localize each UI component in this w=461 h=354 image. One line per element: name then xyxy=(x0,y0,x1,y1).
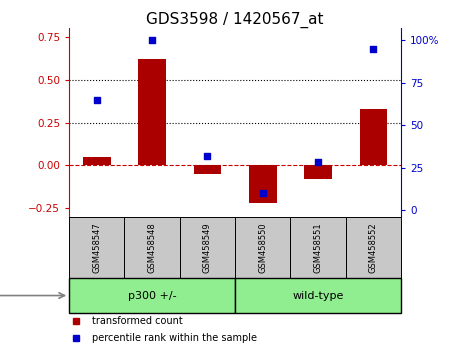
Text: percentile rank within the sample: percentile rank within the sample xyxy=(92,333,257,343)
Bar xyxy=(83,157,111,165)
Text: GSM458550: GSM458550 xyxy=(258,222,267,273)
Point xyxy=(93,97,100,102)
Text: GSM458547: GSM458547 xyxy=(92,222,101,273)
Bar xyxy=(304,165,332,179)
Title: GDS3598 / 1420567_at: GDS3598 / 1420567_at xyxy=(146,12,324,28)
Bar xyxy=(360,109,387,165)
Bar xyxy=(346,217,401,278)
Bar xyxy=(69,217,124,278)
Bar xyxy=(249,165,277,203)
Bar xyxy=(124,217,180,278)
Bar xyxy=(235,278,401,313)
Bar xyxy=(69,278,235,313)
Point xyxy=(148,38,156,43)
Point xyxy=(370,46,377,52)
Text: GSM458551: GSM458551 xyxy=(313,222,323,273)
Text: GSM458552: GSM458552 xyxy=(369,222,378,273)
Text: transformed count: transformed count xyxy=(92,316,183,326)
Bar xyxy=(138,59,166,165)
Point xyxy=(314,160,322,165)
Text: GSM458549: GSM458549 xyxy=(203,222,212,273)
Text: GSM458548: GSM458548 xyxy=(148,222,157,273)
Bar xyxy=(194,165,221,174)
Bar xyxy=(180,217,235,278)
Bar xyxy=(235,217,290,278)
Point xyxy=(259,190,266,196)
Bar xyxy=(290,217,346,278)
Point xyxy=(204,153,211,159)
Text: wild-type: wild-type xyxy=(292,291,344,301)
Text: p300 +/-: p300 +/- xyxy=(128,291,177,301)
